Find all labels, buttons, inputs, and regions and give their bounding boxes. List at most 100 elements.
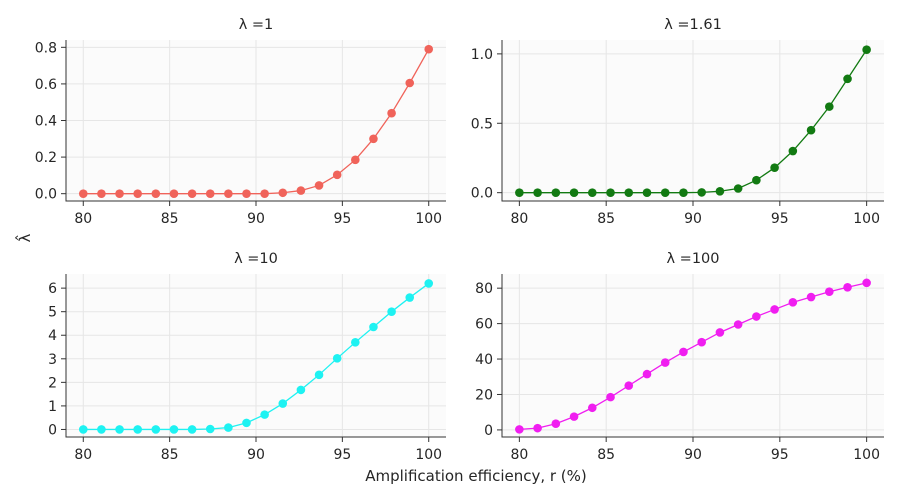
data-point bbox=[533, 423, 542, 433]
data-point bbox=[314, 181, 324, 190]
data-point bbox=[733, 184, 743, 193]
data-point bbox=[387, 108, 396, 118]
data-point bbox=[569, 412, 579, 421]
x-tick-label: 95 bbox=[333, 447, 351, 463]
data-point bbox=[296, 385, 306, 395]
data-point bbox=[405, 78, 415, 88]
subplot-2: 0.0 0.5 1.0 80 85 90 95 100 λ =1.61 bbox=[471, 17, 884, 227]
data-point bbox=[133, 425, 142, 434]
data-point bbox=[679, 188, 688, 197]
data-point bbox=[205, 189, 215, 198]
data-point bbox=[806, 292, 816, 302]
data-point bbox=[551, 419, 561, 429]
data-point bbox=[752, 175, 761, 185]
data-point bbox=[515, 188, 524, 197]
data-point bbox=[78, 425, 88, 434]
x-tick-label: 100 bbox=[853, 447, 880, 463]
x-axis-label: Amplification efficiency, r (%) bbox=[365, 467, 587, 485]
data-point bbox=[533, 188, 542, 197]
y-tick-label: 6 bbox=[48, 281, 57, 297]
data-point bbox=[770, 163, 779, 172]
data-point bbox=[314, 370, 324, 380]
data-point bbox=[606, 392, 615, 402]
x-tick-label: 85 bbox=[597, 211, 615, 227]
y-tick-label: 0 bbox=[48, 422, 57, 438]
data-point bbox=[606, 188, 615, 197]
data-point bbox=[115, 189, 124, 198]
data-point bbox=[187, 189, 197, 198]
data-point bbox=[151, 425, 161, 434]
data-point bbox=[242, 418, 251, 428]
data-point bbox=[624, 188, 634, 197]
data-point bbox=[679, 347, 688, 357]
y-tick-label: 0.8 bbox=[35, 40, 57, 56]
y-tick-label: 5 bbox=[48, 305, 57, 321]
y-tick-label: 0 bbox=[484, 423, 493, 439]
data-point bbox=[424, 279, 434, 288]
x-tick-label: 85 bbox=[161, 211, 179, 227]
data-point bbox=[351, 338, 360, 347]
data-point bbox=[642, 369, 652, 379]
data-point bbox=[843, 282, 852, 292]
data-point bbox=[187, 425, 197, 434]
x-tick-label: 95 bbox=[333, 211, 351, 227]
data-point bbox=[752, 312, 761, 321]
x-tick-label: 90 bbox=[684, 211, 702, 227]
y-tick-label: 0.0 bbox=[35, 187, 57, 203]
subplot-1: 0.0 0.2 0.4 0.6 0.8 80 85 90 95 100 λ =1 bbox=[35, 17, 446, 227]
data-point bbox=[296, 186, 306, 195]
x-tick-label: 100 bbox=[853, 211, 880, 227]
data-point bbox=[697, 188, 706, 197]
data-point bbox=[351, 155, 360, 165]
y-tick-label: 0.0 bbox=[471, 186, 493, 202]
subplot-4: 0 20 40 60 80 80 85 90 95 100 λ =100 bbox=[475, 251, 884, 463]
data-point bbox=[278, 188, 288, 198]
data-point bbox=[587, 403, 597, 413]
x-tick-label: 95 bbox=[771, 211, 789, 227]
data-point bbox=[224, 189, 233, 198]
data-point bbox=[97, 189, 106, 198]
subplot-3: 0 1 2 3 4 5 6 80 85 90 95 100 λ =10 bbox=[48, 251, 446, 463]
y-tick-label: 0.2 bbox=[35, 150, 57, 166]
y-tick-label: 0.6 bbox=[35, 77, 57, 93]
y-tick-label: 3 bbox=[48, 352, 57, 368]
data-point bbox=[642, 188, 652, 197]
x-tick-label: 80 bbox=[74, 447, 92, 463]
data-point bbox=[788, 298, 798, 307]
x-tick-label: 85 bbox=[597, 447, 615, 463]
data-point bbox=[205, 424, 215, 434]
x-tick-label: 100 bbox=[415, 211, 442, 227]
data-point bbox=[624, 381, 634, 390]
x-tick-label: 90 bbox=[247, 447, 265, 463]
subplot-title: λ =1 bbox=[239, 17, 274, 33]
subplot-title: λ =1.61 bbox=[664, 17, 722, 33]
data-point bbox=[515, 425, 524, 434]
y-tick-label: 20 bbox=[475, 387, 493, 403]
y-axis-label: λ̂ bbox=[14, 233, 34, 242]
data-point bbox=[260, 410, 269, 419]
y-tick-label: 0.5 bbox=[471, 116, 493, 132]
data-point bbox=[715, 186, 725, 196]
data-point bbox=[569, 188, 579, 197]
x-tick-label: 80 bbox=[510, 211, 528, 227]
data-point bbox=[551, 188, 561, 197]
data-point bbox=[697, 337, 706, 347]
data-point bbox=[825, 102, 834, 111]
data-point bbox=[97, 425, 106, 434]
data-point bbox=[78, 189, 88, 198]
y-tick-label: 1.0 bbox=[471, 47, 493, 63]
data-point bbox=[369, 322, 378, 332]
data-point bbox=[115, 425, 124, 434]
data-point bbox=[825, 287, 834, 297]
data-point bbox=[169, 425, 179, 434]
y-tick-label: 2 bbox=[48, 375, 57, 391]
data-point bbox=[151, 189, 161, 198]
x-tick-label: 100 bbox=[415, 447, 442, 463]
data-point bbox=[715, 328, 725, 337]
data-point bbox=[224, 423, 233, 432]
data-point bbox=[587, 188, 597, 197]
x-tick-label: 95 bbox=[771, 447, 789, 463]
x-tick-label: 80 bbox=[74, 211, 92, 227]
data-point bbox=[260, 189, 269, 198]
data-point bbox=[405, 293, 415, 302]
